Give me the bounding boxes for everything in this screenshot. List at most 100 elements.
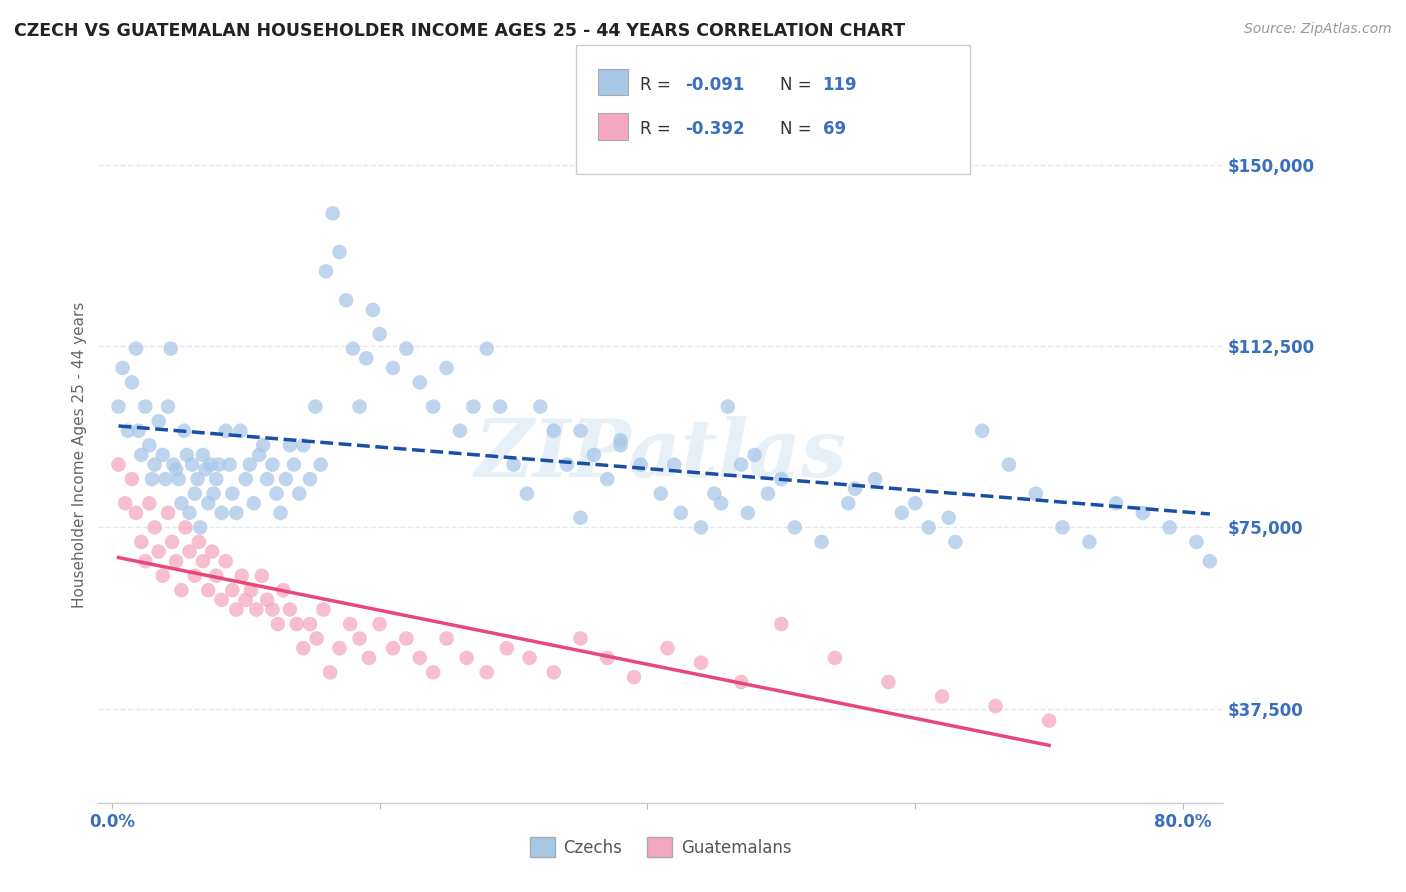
Point — [250, 568, 273, 582]
Point — [266, 486, 288, 500]
Point — [229, 424, 252, 438]
Point — [596, 651, 619, 665]
Point — [252, 438, 274, 452]
Point — [890, 506, 912, 520]
Point — [117, 424, 139, 438]
Point — [422, 665, 444, 680]
Point — [422, 400, 444, 414]
Point — [335, 293, 357, 308]
Point — [382, 361, 405, 376]
Point — [148, 544, 170, 558]
Point — [143, 520, 166, 534]
Point — [129, 448, 152, 462]
Point — [125, 342, 148, 356]
Point — [904, 496, 927, 510]
Point — [328, 641, 350, 656]
Point — [197, 583, 219, 598]
Point — [242, 496, 264, 510]
Point — [945, 534, 967, 549]
Point — [184, 568, 207, 582]
Point — [170, 496, 193, 510]
Point — [770, 472, 793, 486]
Point — [395, 632, 418, 646]
Point — [191, 448, 214, 462]
Point — [312, 602, 335, 616]
Point — [152, 448, 174, 462]
Point — [690, 656, 713, 670]
Point — [181, 458, 204, 472]
Point — [529, 400, 551, 414]
Point — [305, 632, 328, 646]
Point — [239, 458, 262, 472]
Point — [187, 534, 209, 549]
Point — [267, 617, 290, 632]
Point — [202, 486, 225, 500]
Point — [247, 448, 270, 462]
Point — [1132, 506, 1154, 520]
Point — [657, 641, 679, 656]
Point — [262, 458, 284, 472]
Text: -0.091: -0.091 — [685, 76, 744, 94]
Point — [221, 486, 243, 500]
Point — [737, 506, 759, 520]
Point — [555, 458, 578, 472]
Text: R =: R = — [640, 76, 676, 94]
Point — [609, 438, 631, 452]
Point — [368, 327, 391, 342]
Point — [200, 458, 222, 472]
Point — [1078, 534, 1101, 549]
Point — [690, 520, 713, 534]
Point — [436, 632, 458, 646]
Point — [328, 244, 350, 259]
Point — [138, 438, 160, 452]
Point — [543, 665, 565, 680]
Point — [489, 400, 512, 414]
Point — [205, 472, 228, 486]
Point — [315, 264, 337, 278]
Point — [669, 506, 692, 520]
Text: N =: N = — [780, 120, 817, 138]
Point — [134, 400, 156, 414]
Point — [121, 472, 143, 486]
Point — [409, 376, 432, 390]
Point — [288, 486, 311, 500]
Point — [114, 496, 136, 510]
Point — [783, 520, 806, 534]
Point — [744, 448, 766, 462]
Point — [188, 520, 211, 534]
Point — [231, 568, 253, 582]
Point — [298, 472, 321, 486]
Text: 69: 69 — [823, 120, 845, 138]
Point — [125, 506, 148, 520]
Point — [107, 458, 129, 472]
Point — [159, 342, 181, 356]
Point — [143, 458, 166, 472]
Point — [271, 583, 294, 598]
Point — [111, 361, 134, 376]
Point — [357, 651, 380, 665]
Point — [349, 632, 371, 646]
Point — [361, 303, 384, 318]
Point — [717, 400, 740, 414]
Point — [1025, 486, 1047, 500]
Point — [292, 641, 315, 656]
Point — [664, 458, 686, 472]
Point — [211, 506, 233, 520]
Point — [354, 351, 377, 366]
Point — [162, 458, 184, 472]
Point — [770, 617, 793, 632]
Point — [516, 486, 538, 500]
Point — [134, 554, 156, 568]
Point — [214, 554, 236, 568]
Point — [157, 400, 180, 414]
Point — [148, 414, 170, 428]
Point — [176, 448, 198, 462]
Point — [844, 482, 866, 496]
Point — [322, 206, 344, 220]
Point — [436, 361, 458, 376]
Point — [201, 544, 224, 558]
Point — [256, 592, 278, 607]
Point — [155, 472, 177, 486]
Point — [304, 400, 326, 414]
Point — [205, 568, 228, 582]
